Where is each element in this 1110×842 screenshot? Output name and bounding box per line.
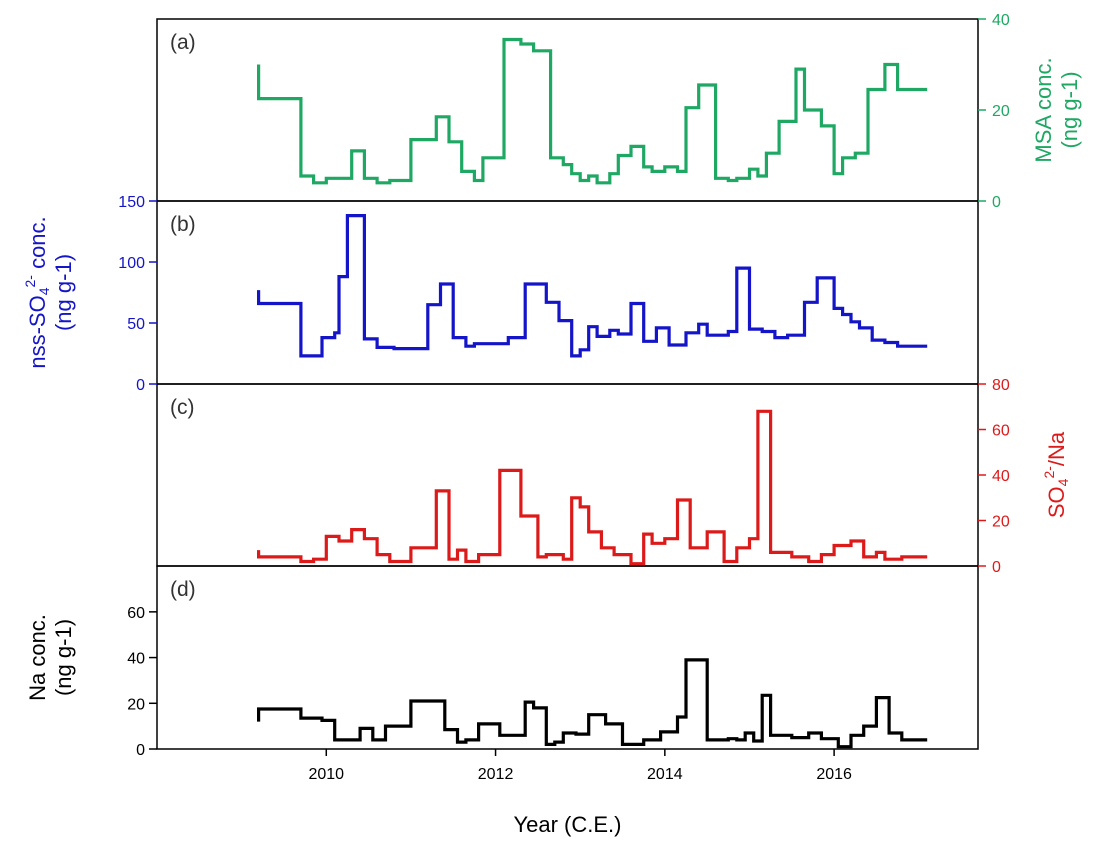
series-line-a	[257, 37, 928, 185]
y-tick-label-b-100: 100	[118, 255, 145, 272]
y-tick-label-a-0: 0	[992, 194, 1001, 211]
axes-layer: 0 20 40 0 50 100 150 0 20 40 60 80 0 20 40 60 2010 2012 20…	[118, 12, 1010, 783]
y-axis-label-b-1: (ng g-1)	[51, 254, 76, 331]
y-tick-label-d-0: 0	[136, 742, 145, 759]
series-line-b	[257, 214, 928, 358]
y-tick-label-b-0: 0	[136, 377, 145, 394]
panel-label-d: (d)	[170, 578, 196, 601]
series-line-c	[257, 409, 928, 566]
y-tick-label-b-150: 150	[118, 194, 145, 211]
y-tick-label-a-40: 40	[992, 12, 1010, 29]
y-axis-label-a-1: (ng g-1)	[1057, 71, 1082, 148]
y-axis-label-group-a-1: (ng g-1)	[1057, 71, 1082, 148]
y-tick-label-c-80: 80	[992, 377, 1010, 394]
x-tick-label-2010: 2010	[308, 766, 344, 783]
y-axis-label-group-c-0: SO42-/Na	[1041, 431, 1071, 518]
y-tick-label-d-20: 20	[127, 696, 145, 713]
panel-frame-c	[156, 383, 979, 567]
x-tick-label-2012: 2012	[478, 766, 514, 783]
y-tick-label-c-0: 0	[992, 559, 1001, 576]
y-axis-label-group-b-0: nss-SO42- conc.	[22, 216, 52, 368]
y-axis-label-d-0: Na conc.	[25, 614, 50, 701]
y-tick-label-c-40: 40	[992, 468, 1010, 485]
y-axis-label-group-b-1: (ng g-1)	[51, 254, 76, 331]
y-axis-label-b-0: nss-SO42- conc.	[22, 216, 52, 368]
x-axis-label: Year (C.E.)	[513, 812, 621, 837]
y-axis-label-a-0: MSA conc.	[1031, 57, 1056, 162]
y-tick-label-b-50: 50	[127, 316, 145, 333]
panel-frame-b	[156, 200, 979, 385]
x-tick-label-2016: 2016	[816, 766, 852, 783]
panel-label-a: (a)	[170, 31, 196, 54]
y-axis-label-group-d-1: (ng g-1)	[51, 619, 76, 696]
y-axis-label-group-d-0: Na conc.	[25, 614, 50, 701]
y-tick-label-a-20: 20	[992, 103, 1010, 120]
labels-layer: (a)MSA conc. (ng g-1)(b)nss-SO42- conc.(n…	[22, 31, 1082, 837]
panel-frame-a	[156, 18, 979, 202]
series-layer	[257, 37, 928, 749]
panel-label-c: (c)	[170, 396, 195, 419]
series-line-d	[257, 658, 928, 749]
panel-frame-d	[156, 565, 979, 750]
y-tick-label-d-60: 60	[127, 605, 145, 622]
x-tick-label-2014: 2014	[647, 766, 683, 783]
y-tick-label-c-20: 20	[992, 514, 1010, 531]
y-tick-label-d-40: 40	[127, 651, 145, 668]
y-tick-label-c-60: 60	[992, 423, 1010, 440]
panel-frames	[156, 18, 979, 750]
y-axis-label-c-0: SO42-/Na	[1041, 431, 1071, 518]
y-axis-label-group-a-0: MSA conc.	[1031, 57, 1056, 162]
y-axis-label-d-1: (ng g-1)	[51, 619, 76, 696]
panel-label-b: (b)	[170, 213, 196, 236]
